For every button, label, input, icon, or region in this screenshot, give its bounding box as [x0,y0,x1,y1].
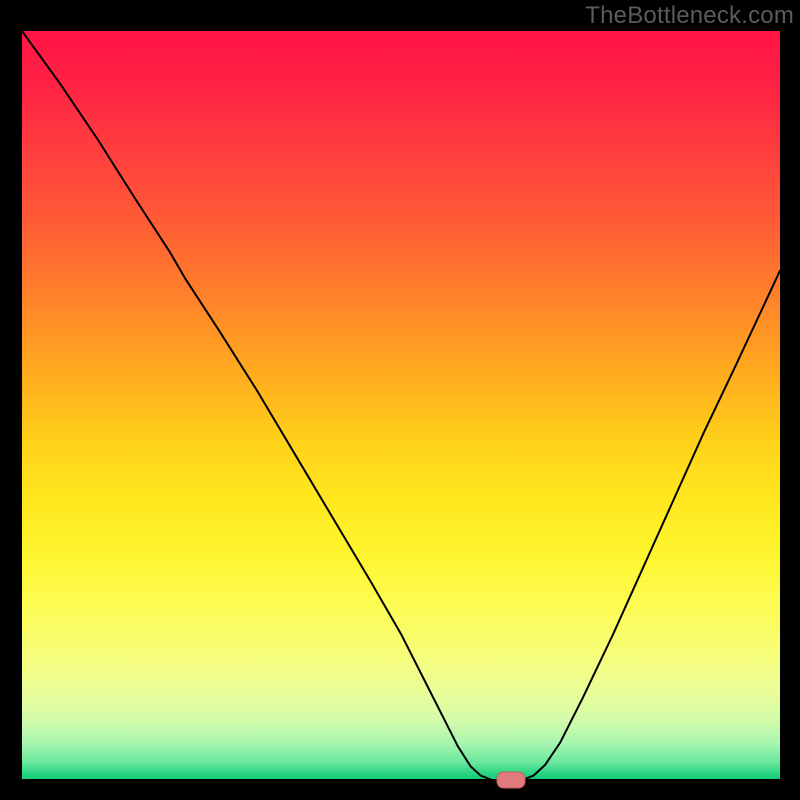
heat-gradient-background [22,31,780,780]
chart-stage: TheBottleneck.com [0,0,800,800]
sweet-spot-marker [496,772,525,789]
bottleneck-plot [0,0,800,800]
